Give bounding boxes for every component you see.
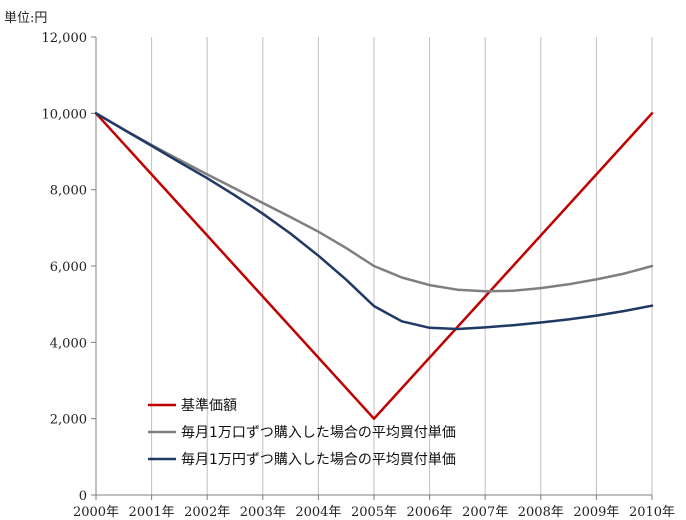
legend-label: 基準価額: [181, 397, 237, 414]
x-tick-label: 2004年: [295, 505, 341, 520]
y-tick-label: 2,000: [50, 413, 87, 428]
base-price-line: [94, 112, 654, 420]
x-tick-label: 2001年: [129, 505, 175, 520]
x-tick-label: 2006年: [407, 505, 453, 520]
x-tick-label: 2003年: [240, 505, 286, 520]
legend-label: 毎月1万口ずつ購入した場合の平均買付単価: [181, 425, 456, 441]
x-tick-label: 2007年: [462, 505, 508, 520]
y-tick-label: 4,000: [50, 336, 87, 351]
x-tick-label: 2009年: [573, 505, 619, 520]
y-tick-label: 6,000: [50, 260, 87, 275]
y-tick-label: 10,000: [42, 107, 88, 122]
y-tick-label: 8,000: [50, 184, 87, 199]
legend: 基準価額毎月1万口ずつ購入した場合の平均買付単価毎月1万円ずつ購入した場合の平均…: [148, 397, 456, 468]
y-tick-label: 0: [79, 489, 87, 504]
x-tick-label: 2010年: [629, 505, 675, 520]
avg-cost-per-yen-line: [94, 112, 654, 331]
legend-label: 毎月1万円ずつ購入した場合の平均買付単価: [181, 452, 456, 468]
x-tick-label: 2000年: [73, 505, 119, 520]
avg-cost-per-unit-line: [94, 112, 654, 293]
y-tick-label: 12,000: [42, 31, 88, 46]
series-lines: [94, 112, 654, 420]
x-tick-label: 2002年: [184, 505, 230, 520]
y-unit-label: 単位:円: [4, 10, 47, 26]
x-tick-label: 2008年: [518, 505, 564, 520]
axes: 2000年 2001年 2002年 2003年 2004年 2005年 2006年 2007年…: [42, 31, 676, 520]
x-tick-label: 2005年: [351, 505, 397, 520]
